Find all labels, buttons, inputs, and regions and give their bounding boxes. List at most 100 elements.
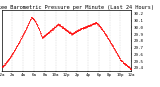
Point [1,66,4,67]
Point [27,23,30,24]
Point [108,39,110,41]
Point [113,48,115,50]
Point [98,25,100,26]
Point [42,36,44,37]
Point [111,45,114,47]
Point [93,23,95,24]
Point [109,41,111,42]
Point [19,39,21,41]
Point [3,65,5,66]
Point [56,25,58,26]
Point [103,32,105,33]
Point [92,23,94,25]
Point [48,32,50,33]
Point [9,57,11,58]
Point [55,24,57,26]
Point [49,30,51,32]
Point [7,60,10,62]
Point [113,49,116,51]
Point [2,65,4,66]
Point [11,53,13,55]
Point [56,23,59,24]
Point [126,65,129,66]
Point [39,33,42,35]
Point [12,51,14,52]
Point [34,21,37,22]
Point [19,39,22,40]
Point [119,59,121,60]
Point [124,64,127,65]
Point [60,25,62,26]
Point [97,24,100,26]
Point [63,27,65,29]
Point [104,33,106,35]
Point [21,35,24,36]
Point [111,44,113,46]
Point [64,28,66,29]
Point [108,40,111,42]
Point [121,61,124,62]
Point [36,26,39,27]
Point [77,29,80,30]
Point [32,18,34,19]
Point [89,25,92,26]
Point [77,30,79,31]
Point [34,20,36,21]
Point [102,31,104,32]
Point [4,64,6,65]
Point [107,39,109,40]
Point [37,27,40,29]
Point [49,29,52,31]
Point [20,36,23,37]
Point [83,27,85,28]
Point [117,56,120,58]
Point [1,66,4,67]
Point [30,18,32,19]
Point [101,30,104,32]
Point [81,27,84,29]
Point [89,24,92,25]
Point [52,27,54,29]
Point [71,32,74,34]
Point [129,68,132,69]
Point [80,27,83,29]
Point [85,25,88,27]
Point [27,22,30,24]
Point [90,24,93,25]
Point [24,30,26,31]
Point [65,29,68,31]
Point [70,32,72,34]
Point [42,35,45,37]
Point [128,67,130,68]
Point [61,25,63,27]
Point [1,65,4,67]
Point [14,47,17,48]
Point [9,57,11,58]
Point [39,32,42,34]
Point [26,24,29,26]
Point [106,38,109,39]
Point [34,21,36,22]
Point [26,24,28,26]
Point [3,64,6,65]
Point [110,42,112,43]
Point [16,44,18,46]
Point [67,31,70,32]
Point [89,25,91,26]
Point [32,19,35,20]
Point [46,33,49,34]
Point [118,58,121,59]
Point [19,37,22,38]
Point [1,66,4,67]
Point [35,23,38,24]
Point [103,32,106,34]
Point [21,35,23,37]
Point [97,24,100,26]
Point [120,60,123,62]
Point [7,60,9,61]
Point [91,24,93,25]
Point [25,27,27,29]
Point [60,26,63,27]
Point [113,49,116,50]
Point [10,54,13,55]
